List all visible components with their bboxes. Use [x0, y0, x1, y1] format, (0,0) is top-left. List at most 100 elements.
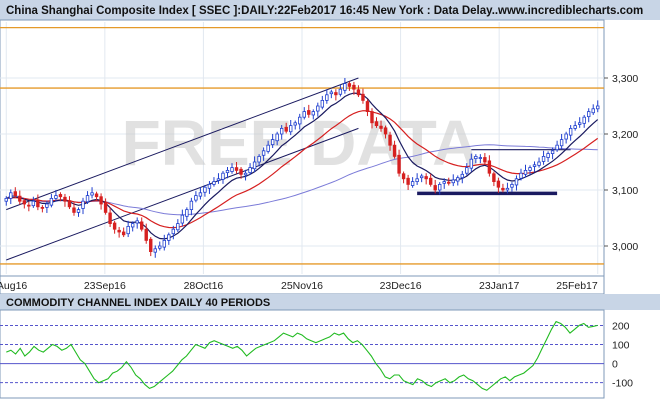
candle-body [239, 168, 243, 175]
x-tick-label: 25Feb17 [556, 280, 598, 292]
candle-body [176, 223, 180, 231]
candle-body [419, 175, 424, 179]
candle-body [379, 125, 383, 129]
candle-body [334, 92, 338, 96]
candle-body [76, 209, 81, 213]
candle-body [67, 200, 72, 208]
candle-body [587, 111, 591, 118]
candle-body [361, 93, 365, 101]
title-banner [0, 0, 660, 20]
cci-tick-label: 200 [612, 320, 630, 332]
candle-body [591, 108, 595, 114]
candle-body [410, 181, 415, 186]
candle-body [149, 238, 153, 252]
candle-body [496, 180, 501, 188]
candle-body [140, 221, 144, 230]
cci-panel [0, 309, 605, 399]
candle-body [275, 133, 279, 142]
y-tick-label: 3,200 [612, 129, 638, 141]
candle-body [248, 167, 252, 174]
candle-body [406, 177, 410, 185]
candle-body [167, 234, 171, 241]
candle-body [94, 193, 99, 198]
candle-body [185, 209, 189, 217]
candle-body [343, 83, 347, 91]
candle-body [126, 225, 130, 235]
candles [4, 78, 600, 258]
candle-body [85, 195, 90, 203]
candle-body [36, 199, 40, 208]
candle-body [180, 214, 185, 224]
candle-body [478, 157, 483, 159]
candle-body [347, 83, 352, 87]
candle-body [49, 197, 54, 206]
candle-body [474, 155, 478, 160]
site-link[interactable]: www.incrediblecharts.com [497, 5, 643, 17]
candle-body [72, 207, 76, 213]
y-tick-label: 3,000 [612, 241, 638, 253]
candle-body [27, 204, 31, 207]
candle-body [22, 200, 27, 205]
candle-body [460, 173, 464, 179]
channel-line [6, 127, 359, 261]
candle-body [550, 150, 555, 155]
candle-body [311, 111, 315, 116]
candle-body [519, 172, 523, 179]
candle-body [203, 186, 207, 193]
candle-body [194, 195, 198, 201]
candle-body [54, 195, 58, 199]
candle-body [112, 222, 117, 230]
cci-tick-label: 100 [612, 340, 630, 352]
candle-body [4, 197, 8, 202]
candle-body [279, 127, 284, 135]
candle-body [555, 144, 559, 151]
candle-body [90, 192, 94, 196]
cci-y-axis: 200 100 0 -100 [612, 320, 633, 389]
candle-body [465, 167, 469, 174]
candle-body [523, 169, 528, 175]
candle-body [103, 202, 108, 213]
candle-body [383, 127, 388, 135]
cci-tick-label: 0 [612, 359, 618, 371]
candle-body [307, 110, 311, 115]
candle-body [492, 173, 496, 182]
candle-body [388, 134, 392, 146]
candle-body [320, 100, 325, 108]
candle-body [198, 192, 203, 197]
candle-body [573, 125, 577, 129]
candle-body [108, 212, 112, 225]
channel-line [6, 77, 359, 211]
y-tick-label: 3,300 [612, 73, 638, 85]
candle-body [483, 157, 487, 163]
candle-body [144, 228, 148, 241]
candle-body [221, 172, 225, 180]
candle-body [365, 101, 370, 112]
candle-body [81, 200, 85, 209]
candle-body [31, 200, 36, 207]
candle-body [528, 167, 532, 171]
candle-body [316, 105, 320, 112]
candle-body [374, 121, 379, 127]
candle-body [293, 122, 297, 126]
candle-body [356, 89, 361, 96]
candle-body [216, 178, 221, 181]
x-tick-label: 28Oct16 [184, 280, 224, 292]
candle-body [257, 155, 261, 163]
candle-body [392, 144, 397, 157]
candle-body [456, 177, 460, 182]
candle-body [433, 185, 437, 191]
candle-body [212, 181, 216, 185]
price-grid [0, 22, 604, 274]
candle-body [234, 167, 239, 171]
candle-body [261, 150, 266, 156]
x-tick-label: 24Aug16 [0, 280, 27, 292]
chart-title: China Shanghai Composite Index [ SSEC ]:… [6, 5, 498, 17]
cci-polyline [6, 320, 598, 391]
candle-body [401, 173, 406, 180]
candle-body [289, 125, 293, 133]
candle-body [505, 187, 510, 191]
candle-body [63, 196, 67, 202]
candle-body [442, 181, 446, 184]
x-tick-label: 23Sep16 [84, 280, 126, 292]
